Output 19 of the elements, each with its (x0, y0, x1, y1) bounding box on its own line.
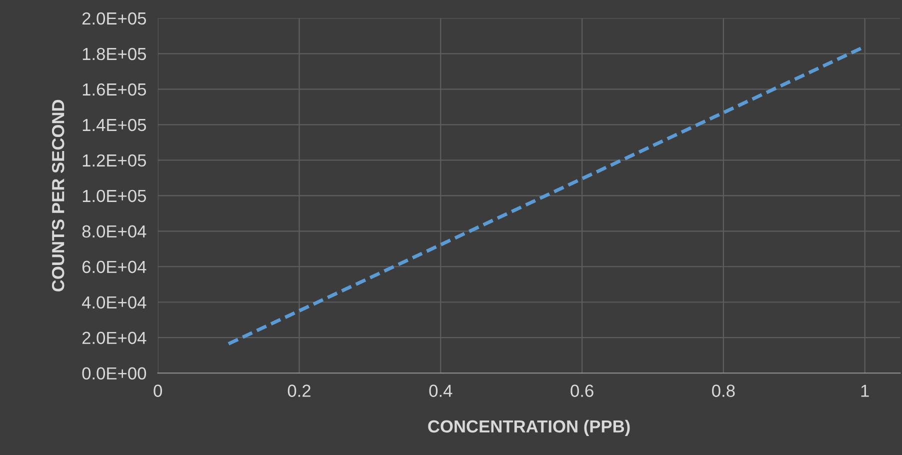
y-tick-label: 1.6E+05 (82, 83, 146, 96)
y-axis-title: COUNTS PER SECOND (52, 100, 64, 292)
y-tick-label: 1.2E+05 (82, 154, 146, 167)
y-tick-label: 0.0E+00 (82, 367, 146, 380)
y-tick-label: 2.0E+05 (82, 12, 146, 25)
x-tick-label: 0.8 (712, 384, 735, 397)
x-tick-label: 0.4 (429, 384, 452, 397)
y-tick-label: 1.4E+05 (82, 118, 146, 132)
y-tick-label: 8.0E+04 (82, 225, 146, 238)
y-tick-label: 1.0E+05 (82, 190, 146, 202)
y-tick-label: 4.0E+04 (82, 296, 146, 309)
x-tick-label: 0.2 (288, 384, 310, 397)
y-tick-label: 2.0E+04 (82, 332, 146, 344)
x-tick-label: 1 (861, 384, 869, 397)
y-tick-label: 1.8E+05 (82, 48, 146, 60)
x-tick-label: 0.6 (570, 384, 594, 397)
y-tick-label: 6.0E+04 (82, 260, 146, 274)
x-tick-label: 0 (154, 384, 162, 397)
x-axis-title: CONCENTRATION (PPB) (428, 420, 630, 436)
